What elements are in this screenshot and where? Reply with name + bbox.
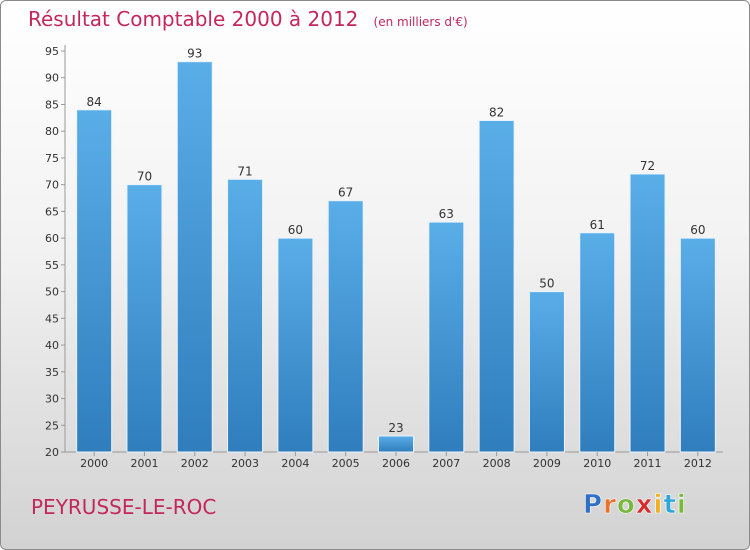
x-tick-label: 2007 — [432, 457, 460, 470]
y-tick-label: 45 — [45, 312, 59, 325]
bar-value-label: 84 — [87, 95, 102, 109]
bar — [428, 221, 465, 453]
bar — [327, 200, 364, 453]
x-tick-label: 2003 — [231, 457, 259, 470]
y-tick-label: 35 — [45, 366, 59, 379]
bar-value-label: 71 — [237, 164, 252, 178]
y-tick-label: 90 — [45, 72, 59, 85]
bar-value-label: 63 — [439, 207, 454, 221]
logo-letter: r — [603, 490, 617, 521]
bar — [277, 237, 314, 453]
bar — [478, 120, 515, 453]
bar — [76, 109, 113, 453]
chart-title-block: Résultat Comptable 2000 à 2012 (en milli… — [28, 7, 468, 31]
bar-value-label: 60 — [288, 223, 303, 237]
bar — [629, 173, 666, 453]
bar-value-label: 23 — [388, 421, 403, 435]
bar-value-label: 61 — [590, 218, 605, 232]
bar — [579, 232, 616, 453]
bar-value-label: 60 — [690, 223, 705, 237]
y-tick-label: 85 — [45, 98, 59, 111]
chart-title: Résultat Comptable 2000 à 2012 — [28, 7, 359, 31]
bar-value-label: 70 — [137, 170, 152, 184]
x-tick-label: 2010 — [583, 457, 611, 470]
x-tick-label: 2011 — [634, 457, 662, 470]
logo-letter: t — [663, 490, 677, 521]
bar — [176, 61, 213, 453]
x-tick-label: 2006 — [382, 457, 410, 470]
commune-name: PEYRUSSE-LE-ROC — [31, 495, 217, 519]
y-tick-label: 75 — [45, 152, 59, 165]
bar-value-label: 93 — [187, 47, 202, 61]
logo-letter: i — [676, 490, 687, 521]
bar-value-label: 50 — [539, 277, 554, 291]
x-tick-label: 2000 — [80, 457, 108, 470]
y-tick-label: 65 — [45, 205, 59, 218]
proxiti-logo: Proxiti — [583, 490, 687, 521]
y-tick-label: 50 — [45, 286, 59, 299]
bar-value-label: 67 — [338, 186, 353, 200]
y-tick-label: 30 — [45, 393, 59, 406]
y-tick-label: 60 — [45, 232, 59, 245]
bar — [378, 435, 414, 453]
bar — [126, 184, 163, 453]
bar-value-label: 72 — [640, 159, 655, 173]
x-tick-label: 2002 — [181, 457, 209, 470]
logo-letter: o — [616, 490, 636, 521]
bar — [528, 291, 565, 453]
unit-note: (en milliers d'€) — [373, 15, 468, 29]
y-tick-label: 95 — [45, 45, 59, 58]
x-tick-label: 2009 — [533, 457, 561, 470]
bar-value-label: 82 — [489, 106, 504, 120]
x-tick-label: 2005 — [332, 457, 360, 470]
bar — [679, 237, 716, 453]
x-tick-label: 2004 — [281, 457, 309, 470]
x-tick-label: 2008 — [483, 457, 511, 470]
logo-letter: i — [653, 490, 664, 521]
y-tick-label: 40 — [45, 339, 59, 352]
logo-letter: x — [635, 490, 654, 521]
x-tick-label: 2001 — [130, 457, 158, 470]
y-tick-label: 55 — [45, 259, 59, 272]
y-tick-label: 20 — [45, 446, 59, 459]
y-tick-label: 70 — [45, 179, 59, 192]
y-tick-label: 80 — [45, 125, 59, 138]
y-tick-label: 25 — [45, 419, 59, 432]
bar — [227, 178, 264, 453]
x-tick-label: 2012 — [684, 457, 712, 470]
logo-letter: P — [583, 490, 604, 521]
